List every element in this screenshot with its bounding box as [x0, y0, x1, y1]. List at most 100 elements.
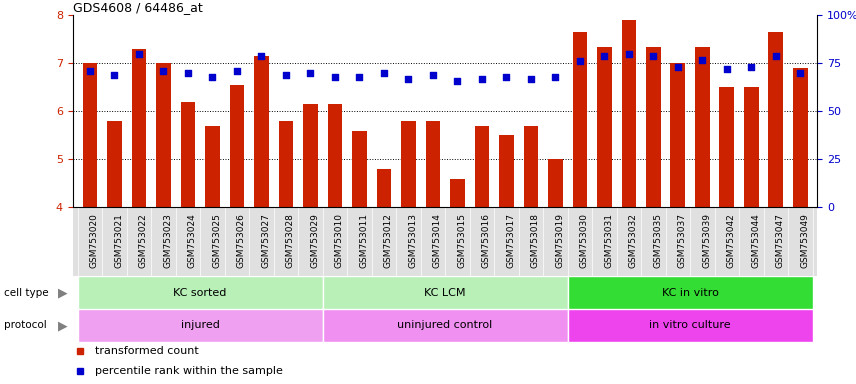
Point: [426, 72, 440, 78]
Bar: [78, 276, 323, 309]
Point: [475, 76, 489, 82]
Text: GSM753021: GSM753021: [115, 213, 123, 268]
Point: [646, 53, 660, 59]
Text: GSM753014: GSM753014: [433, 213, 442, 268]
Text: GSM753023: GSM753023: [163, 213, 172, 268]
Text: injured: injured: [181, 320, 220, 331]
Point: [328, 74, 342, 80]
Text: GSM753017: GSM753017: [507, 213, 515, 268]
Point: [524, 76, 538, 82]
Text: GSM753047: GSM753047: [776, 213, 785, 268]
Bar: [646, 46, 661, 207]
Bar: [205, 126, 220, 207]
Bar: [670, 63, 685, 207]
Text: GSM753026: GSM753026: [237, 213, 246, 268]
Point: [622, 51, 636, 57]
Text: percentile rank within the sample: percentile rank within the sample: [95, 366, 283, 376]
Point: [230, 68, 244, 74]
Point: [279, 72, 293, 78]
Text: protocol: protocol: [4, 320, 47, 331]
Text: ▶: ▶: [57, 286, 68, 299]
Point: [450, 78, 464, 84]
Point: [794, 70, 807, 76]
Bar: [328, 104, 342, 207]
Bar: [82, 63, 98, 207]
Text: GSM753019: GSM753019: [556, 213, 564, 268]
Text: GSM753027: GSM753027: [261, 213, 270, 268]
Text: GSM753016: GSM753016: [482, 213, 490, 268]
Point: [205, 74, 219, 80]
Text: GSM753013: GSM753013: [408, 213, 418, 268]
Bar: [499, 136, 514, 207]
Bar: [352, 131, 366, 207]
Bar: [720, 88, 734, 207]
Bar: [621, 20, 636, 207]
Bar: [278, 121, 294, 207]
Point: [157, 68, 170, 74]
Point: [108, 72, 122, 78]
Text: GSM753028: GSM753028: [286, 213, 294, 268]
Bar: [597, 46, 612, 207]
Bar: [323, 309, 568, 342]
Text: uninjured control: uninjured control: [397, 320, 493, 331]
Text: GSM753030: GSM753030: [580, 213, 589, 268]
Bar: [450, 179, 465, 207]
Bar: [229, 85, 244, 207]
Bar: [548, 159, 562, 207]
Point: [83, 68, 97, 74]
Bar: [377, 169, 391, 207]
Text: GSM753010: GSM753010: [335, 213, 344, 268]
Text: ▶: ▶: [57, 319, 68, 332]
Text: GDS4608 / 64486_at: GDS4608 / 64486_at: [73, 1, 203, 14]
Text: GSM753037: GSM753037: [678, 213, 687, 268]
Point: [181, 70, 195, 76]
Bar: [769, 32, 783, 207]
Point: [377, 70, 390, 76]
Bar: [695, 46, 710, 207]
Text: KC in vitro: KC in vitro: [662, 288, 718, 298]
Text: GSM753020: GSM753020: [90, 213, 99, 268]
Point: [353, 74, 366, 80]
Text: KC sorted: KC sorted: [174, 288, 227, 298]
Point: [695, 56, 709, 63]
Text: GSM753031: GSM753031: [604, 213, 614, 268]
Bar: [107, 121, 122, 207]
Point: [254, 53, 268, 59]
Point: [573, 58, 586, 65]
Text: GSM753049: GSM753049: [800, 213, 809, 268]
Text: in vitro culture: in vitro culture: [650, 320, 731, 331]
Text: cell type: cell type: [4, 288, 49, 298]
Point: [671, 64, 685, 70]
Bar: [793, 68, 808, 207]
Bar: [254, 56, 269, 207]
Bar: [132, 49, 146, 207]
Text: GSM753042: GSM753042: [727, 213, 736, 268]
Bar: [425, 121, 440, 207]
Text: GSM753032: GSM753032: [629, 213, 638, 268]
Bar: [524, 126, 538, 207]
Bar: [744, 88, 758, 207]
Bar: [401, 121, 416, 207]
Bar: [573, 32, 587, 207]
Bar: [474, 126, 490, 207]
Text: GSM753029: GSM753029: [311, 213, 319, 268]
Bar: [323, 276, 568, 309]
Point: [769, 53, 782, 59]
Text: GSM753039: GSM753039: [702, 213, 711, 268]
Bar: [303, 104, 318, 207]
Text: KC LCM: KC LCM: [425, 288, 466, 298]
Text: GSM753011: GSM753011: [360, 213, 368, 268]
Text: GSM753025: GSM753025: [212, 213, 222, 268]
Text: GSM753018: GSM753018: [531, 213, 540, 268]
Text: GSM753022: GSM753022: [139, 213, 148, 268]
Point: [597, 53, 611, 59]
Point: [500, 74, 514, 80]
Point: [304, 70, 318, 76]
Point: [401, 76, 415, 82]
Bar: [78, 309, 323, 342]
Point: [132, 51, 146, 57]
Text: transformed count: transformed count: [95, 346, 199, 356]
Point: [745, 64, 758, 70]
Text: GSM753012: GSM753012: [383, 213, 393, 268]
Point: [549, 74, 562, 80]
